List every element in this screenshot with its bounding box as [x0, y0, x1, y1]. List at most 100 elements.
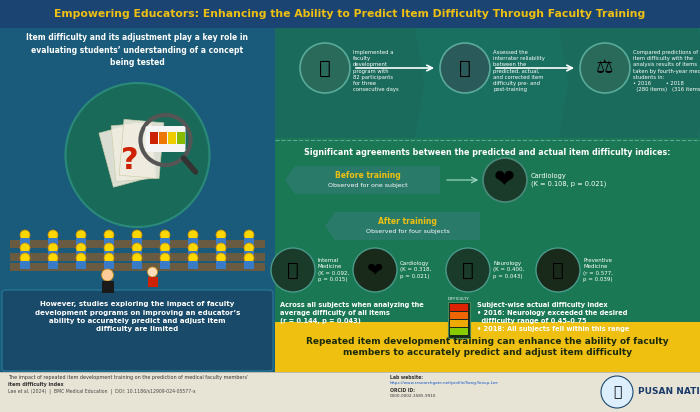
FancyBboxPatch shape: [188, 261, 198, 269]
Text: Compared predictions of
item difficulty with the
analysis results of items
taken: Compared predictions of item difficulty …: [633, 50, 700, 92]
FancyBboxPatch shape: [146, 126, 186, 152]
Text: ❤️: ❤️: [494, 168, 515, 192]
Circle shape: [446, 248, 490, 292]
Text: Lee et al. (2024)  |  BMC Medical Education  |  DOI: 10.1186/s12909-024-05577-x: Lee et al. (2024) | BMC Medical Educatio…: [8, 389, 195, 395]
FancyBboxPatch shape: [102, 281, 113, 293]
FancyBboxPatch shape: [76, 261, 86, 269]
FancyBboxPatch shape: [20, 238, 30, 246]
FancyBboxPatch shape: [0, 28, 275, 372]
Circle shape: [48, 243, 58, 253]
FancyBboxPatch shape: [10, 253, 265, 261]
FancyBboxPatch shape: [104, 261, 114, 269]
Circle shape: [76, 243, 86, 253]
FancyBboxPatch shape: [2, 290, 273, 371]
Text: Before training: Before training: [335, 171, 400, 180]
FancyBboxPatch shape: [132, 251, 142, 259]
FancyBboxPatch shape: [216, 251, 226, 259]
Text: Cardiology
(K = 0.108, p = 0.021): Cardiology (K = 0.108, p = 0.021): [531, 173, 606, 187]
Text: ⚖️: ⚖️: [596, 59, 614, 77]
Circle shape: [160, 243, 170, 253]
FancyBboxPatch shape: [167, 132, 176, 144]
FancyBboxPatch shape: [150, 132, 158, 144]
Text: item difficulty index: item difficulty index: [8, 382, 64, 387]
Text: ORCID ID:: ORCID ID:: [390, 388, 415, 393]
FancyBboxPatch shape: [48, 261, 58, 269]
Circle shape: [601, 376, 633, 408]
Circle shape: [188, 253, 198, 263]
Text: Preventive
Medicine
(r = 0.577,
p = 0.039): Preventive Medicine (r = 0.577, p = 0.03…: [583, 258, 613, 282]
Circle shape: [76, 230, 86, 240]
Text: Observed for four subjects: Observed for four subjects: [365, 229, 449, 234]
Circle shape: [353, 248, 397, 292]
Text: Cardiology
(K = 0.318,
p = 0.021): Cardiology (K = 0.318, p = 0.021): [400, 261, 431, 279]
FancyBboxPatch shape: [160, 238, 170, 246]
FancyBboxPatch shape: [450, 328, 468, 335]
Text: Across all subjects when analyzing the
average difficulty of all items
(r = 0.14: Across all subjects when analyzing the a…: [280, 302, 424, 324]
FancyBboxPatch shape: [76, 251, 86, 259]
Circle shape: [148, 267, 158, 277]
FancyBboxPatch shape: [132, 261, 142, 269]
FancyBboxPatch shape: [158, 132, 167, 144]
Circle shape: [20, 253, 30, 263]
Text: The impact of repeated item development training on the prediction of medical fa: The impact of repeated item development …: [8, 375, 248, 380]
FancyBboxPatch shape: [20, 261, 30, 269]
Text: 📋: 📋: [552, 260, 564, 279]
Circle shape: [216, 243, 226, 253]
Text: 🫁: 🫁: [287, 260, 299, 279]
FancyBboxPatch shape: [450, 312, 468, 319]
Text: Observed for one subject: Observed for one subject: [328, 183, 407, 187]
Text: Neurology
(K = 0.400,
p = 0.043): Neurology (K = 0.400, p = 0.043): [493, 261, 524, 279]
Circle shape: [132, 230, 142, 240]
Text: After training: After training: [378, 216, 437, 225]
Circle shape: [244, 243, 254, 253]
Circle shape: [20, 230, 30, 240]
Circle shape: [48, 230, 58, 240]
Polygon shape: [285, 166, 440, 194]
Circle shape: [271, 248, 315, 292]
Circle shape: [244, 230, 254, 240]
Circle shape: [536, 248, 580, 292]
Circle shape: [104, 230, 114, 240]
Circle shape: [483, 158, 527, 202]
FancyBboxPatch shape: [104, 251, 114, 259]
Text: Lab website:: Lab website:: [390, 375, 423, 380]
FancyBboxPatch shape: [188, 251, 198, 259]
Circle shape: [216, 230, 226, 240]
Text: PUSAN NATIONAL UNIVERSITY: PUSAN NATIONAL UNIVERSITY: [638, 388, 700, 396]
Text: 🧠: 🧠: [462, 260, 474, 279]
FancyBboxPatch shape: [275, 322, 700, 372]
FancyBboxPatch shape: [148, 277, 158, 287]
Circle shape: [66, 83, 209, 227]
Text: Internal
Medicine
(K = 0.092,
p = 0.015): Internal Medicine (K = 0.092, p = 0.015): [318, 258, 349, 282]
FancyBboxPatch shape: [76, 238, 86, 246]
FancyBboxPatch shape: [450, 304, 468, 311]
Circle shape: [244, 253, 254, 263]
FancyBboxPatch shape: [48, 238, 58, 246]
FancyBboxPatch shape: [132, 238, 142, 246]
FancyBboxPatch shape: [10, 240, 265, 248]
FancyBboxPatch shape: [216, 238, 226, 246]
Text: 👥: 👥: [319, 59, 331, 77]
Circle shape: [160, 253, 170, 263]
FancyBboxPatch shape: [160, 261, 170, 269]
FancyBboxPatch shape: [275, 138, 700, 322]
Circle shape: [160, 230, 170, 240]
Text: Repeated item development training can enhance the ability of faculty
members to: Repeated item development training can e…: [306, 337, 668, 357]
FancyBboxPatch shape: [160, 251, 170, 259]
Text: Subject-wise actual difficulty index
• 2016: Neurology exceeded the desired
  di: Subject-wise actual difficulty index • 2…: [477, 302, 629, 332]
Polygon shape: [119, 119, 164, 179]
Circle shape: [104, 253, 114, 263]
FancyBboxPatch shape: [244, 261, 254, 269]
Circle shape: [132, 253, 142, 263]
Polygon shape: [275, 28, 425, 138]
Circle shape: [76, 253, 86, 263]
Circle shape: [188, 230, 198, 240]
FancyBboxPatch shape: [216, 261, 226, 269]
Circle shape: [102, 269, 113, 281]
Circle shape: [48, 253, 58, 263]
Circle shape: [188, 243, 198, 253]
Text: Assessed the
interrater reliability
between the
predicted, actual,
and corrected: Assessed the interrater reliability betw…: [493, 50, 545, 92]
Polygon shape: [559, 28, 700, 138]
FancyBboxPatch shape: [10, 263, 265, 271]
FancyBboxPatch shape: [244, 251, 254, 259]
